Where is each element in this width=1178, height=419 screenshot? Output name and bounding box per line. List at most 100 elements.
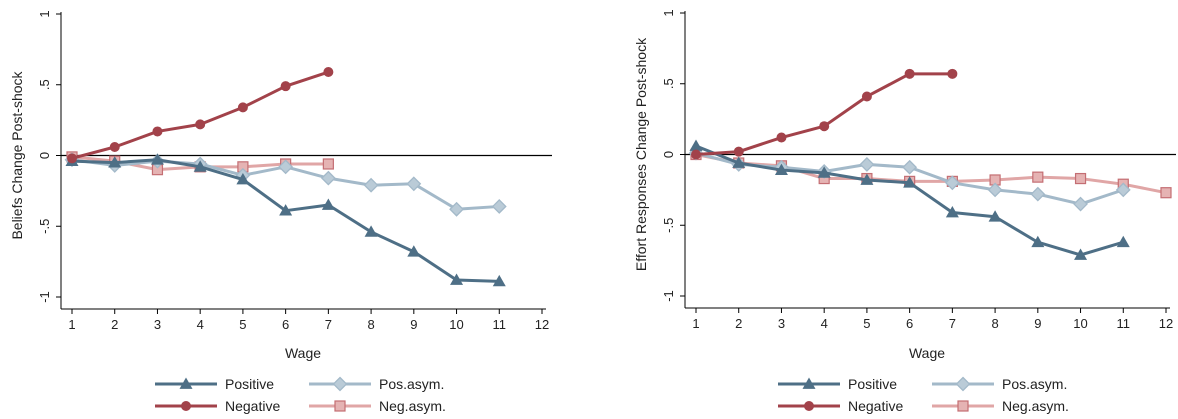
legend-item: Negative bbox=[155, 398, 280, 414]
x-tick-label: 2 bbox=[111, 317, 118, 332]
series-negative bbox=[691, 68, 958, 160]
y-tick-label: -.5 bbox=[37, 219, 52, 234]
data-point bbox=[279, 204, 293, 216]
data-point bbox=[195, 119, 206, 130]
legend-label: Neg.asym. bbox=[379, 398, 446, 414]
data-point bbox=[278, 159, 294, 175]
data-point bbox=[320, 170, 336, 186]
x-tick-label: 11 bbox=[493, 317, 507, 332]
data-point bbox=[364, 225, 378, 237]
data-point bbox=[1115, 182, 1131, 198]
y-tick-label: -1 bbox=[661, 290, 676, 302]
data-point bbox=[193, 160, 207, 172]
legend-marker bbox=[957, 400, 969, 412]
data-point bbox=[733, 146, 744, 157]
legend-marker bbox=[179, 377, 193, 389]
data-point bbox=[491, 199, 507, 214]
data-point bbox=[323, 67, 334, 78]
legend-item: Positive bbox=[155, 376, 274, 392]
data-point bbox=[237, 102, 248, 113]
data-point bbox=[406, 176, 422, 192]
legend-item: Pos.asym. bbox=[932, 376, 1067, 392]
data-point bbox=[449, 201, 464, 217]
legend-marker bbox=[181, 401, 191, 411]
y-tick-label: -1 bbox=[37, 291, 52, 303]
data-point bbox=[904, 68, 915, 79]
x-axis-label: Wage bbox=[285, 345, 321, 361]
x-tick-label: 2 bbox=[735, 316, 742, 331]
data-point bbox=[492, 274, 506, 287]
data-point bbox=[1073, 196, 1088, 212]
legend-item: Neg.asym. bbox=[932, 398, 1069, 414]
data-point bbox=[108, 156, 122, 168]
legend-item: Positive bbox=[778, 376, 897, 392]
data-point bbox=[774, 163, 788, 175]
legend: Positive Pos.asym. Negative Neg.asym. bbox=[778, 376, 1069, 414]
data-point bbox=[987, 182, 1003, 198]
legend-item: Pos.asym. bbox=[309, 376, 444, 392]
legend-label: Negative bbox=[848, 398, 903, 414]
x-tick-label: 8 bbox=[367, 317, 374, 332]
y-tick-label: 0 bbox=[661, 151, 676, 158]
x-tick-label: 1 bbox=[68, 317, 75, 332]
data-point bbox=[859, 156, 875, 172]
data-point bbox=[1074, 172, 1087, 185]
series-line bbox=[695, 72, 953, 156]
legend-label: Positive bbox=[225, 376, 274, 392]
data-point bbox=[817, 166, 831, 178]
data-point bbox=[944, 175, 960, 191]
data-point bbox=[776, 132, 787, 143]
data-point bbox=[819, 121, 830, 132]
data-point bbox=[1160, 187, 1172, 199]
legend-label: Positive bbox=[848, 376, 897, 392]
x-tick-label: 9 bbox=[1034, 316, 1041, 331]
x-tick-label: 11 bbox=[1117, 316, 1131, 331]
legend-label: Negative bbox=[225, 398, 280, 414]
data-point bbox=[903, 176, 917, 188]
x-tick-label: 1 bbox=[692, 316, 699, 331]
y-tick-label: 1 bbox=[661, 9, 676, 16]
x-tick-label: 10 bbox=[449, 317, 463, 332]
legend-item: Neg.asym. bbox=[309, 398, 446, 414]
x-tick-label: 9 bbox=[410, 317, 417, 332]
x-tick-label: 7 bbox=[949, 316, 956, 331]
data-point bbox=[236, 173, 250, 185]
data-point bbox=[861, 91, 872, 102]
series-line bbox=[71, 158, 500, 283]
series-negative bbox=[67, 67, 334, 164]
data-point bbox=[321, 198, 335, 210]
data-point bbox=[1031, 235, 1045, 248]
data-point bbox=[947, 68, 958, 79]
legend-marker bbox=[804, 401, 814, 411]
x-tick-label: 12 bbox=[1159, 316, 1173, 331]
data-point bbox=[860, 173, 874, 185]
x-tick-label: 5 bbox=[863, 316, 870, 331]
data-point bbox=[363, 177, 379, 193]
x-tick-label: 12 bbox=[535, 317, 549, 332]
legend-label: Neg.asym. bbox=[1002, 398, 1069, 414]
x-tick-label: 6 bbox=[282, 317, 289, 332]
legend-label: Pos.asym. bbox=[379, 376, 444, 392]
series-positive bbox=[689, 139, 1130, 260]
data-point bbox=[945, 206, 959, 218]
legend-label: Pos.asym. bbox=[1002, 376, 1067, 392]
data-point bbox=[1074, 248, 1088, 260]
legend-marker bbox=[332, 376, 348, 392]
data-point bbox=[902, 159, 918, 175]
x-tick-label: 5 bbox=[239, 317, 246, 332]
x-tick-label: 7 bbox=[325, 317, 332, 332]
data-point bbox=[280, 81, 291, 92]
data-point bbox=[1030, 186, 1046, 202]
y-tick-label: .5 bbox=[661, 78, 676, 89]
legend: Positive Pos.asym. Negative Neg.asym. bbox=[155, 376, 446, 414]
y-tick-label: 1 bbox=[37, 10, 52, 17]
data-point bbox=[109, 142, 120, 153]
legend-marker bbox=[334, 400, 346, 412]
data-point bbox=[407, 245, 421, 257]
x-tick-label: 6 bbox=[906, 316, 913, 331]
data-point bbox=[1116, 235, 1130, 248]
data-point bbox=[150, 153, 164, 165]
y-axis-label: Effort Responses Change Post-shock bbox=[633, 37, 649, 271]
